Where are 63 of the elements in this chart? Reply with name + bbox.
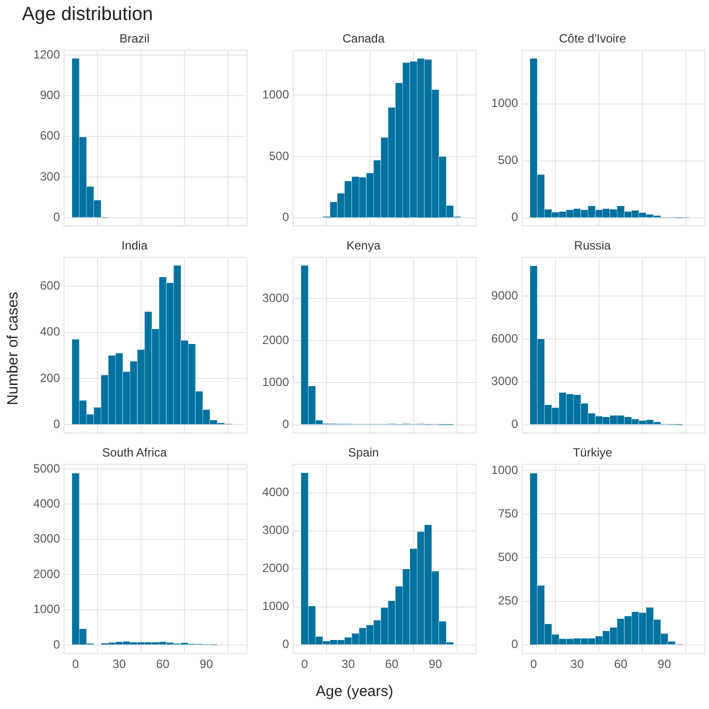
chart-title: India — [121, 238, 148, 253]
y-tick-label: 1000 — [262, 599, 290, 614]
y-tick-label: 2000 — [262, 561, 290, 576]
x-tick-label: 0 — [530, 657, 538, 672]
y-tick-label: 1000 — [491, 462, 518, 477]
y-tick-label: 0 — [53, 417, 60, 432]
x-tick-label: 90 — [428, 657, 442, 672]
y-tick-label: 900 — [40, 88, 60, 102]
y-tick-label: 3000 — [491, 374, 518, 388]
y-tick-label: 3000 — [33, 532, 60, 546]
y-tick-label: 2000 — [33, 566, 60, 581]
x-tick-label: 30 — [342, 657, 356, 672]
y-tick-label: 3000 — [262, 523, 290, 538]
x-tick-label: 90 — [658, 657, 672, 672]
y-tick-label: 1200 — [33, 47, 60, 62]
y-tick-label: 500 — [268, 148, 290, 163]
y-tick-label: 0 — [53, 210, 60, 224]
chart-title: Russia — [574, 238, 612, 253]
text: Age distribution — [22, 4, 153, 26]
chart-title: Kenya — [346, 238, 381, 253]
y-axis-title: Number of cases — [4, 290, 22, 408]
x-tick-label: 0 — [301, 657, 308, 672]
y-tick-label: 0 — [511, 210, 518, 224]
y-tick-label: 500 — [498, 550, 518, 564]
y-tick-label: 750 — [498, 506, 518, 520]
y-tick-label: 400 — [40, 324, 60, 339]
y-tick-label: 4000 — [33, 496, 60, 510]
y-tick-label: 6000 — [491, 331, 518, 346]
y-tick-label: 4000 — [262, 485, 290, 500]
x-tick-label: 60 — [385, 657, 399, 672]
x-tick-label: 90 — [200, 657, 214, 672]
x-tick-label: 0 — [72, 657, 80, 672]
x-tick-label: 60 — [156, 657, 170, 672]
y-tick-label: 0 — [53, 637, 60, 652]
y-tick-label: 500 — [498, 153, 518, 168]
y-tick-label: 1000 — [262, 87, 290, 102]
y-tick-label: 2000 — [262, 332, 290, 347]
y-tick-label: 3000 — [262, 290, 290, 305]
y-tick-label: 0 — [282, 417, 290, 432]
y-tick-label: 5000 — [33, 461, 60, 476]
x-tick-label: 30 — [112, 657, 126, 672]
x-tick-label: 60 — [614, 657, 628, 672]
y-tick-label: 1000 — [33, 602, 60, 616]
chart-title: South Africa — [102, 446, 168, 460]
chart-title: Canada — [342, 32, 385, 46]
y-tick-label: 300 — [40, 169, 60, 184]
y-tick-label: 250 — [498, 594, 518, 608]
chart-title: Côte d'Ivoire — [559, 32, 626, 46]
y-tick-label: 600 — [40, 278, 60, 293]
y-tick-label: 1000 — [262, 375, 290, 390]
y-tick-label: 9000 — [491, 288, 518, 302]
chart-title: Brazil — [119, 32, 150, 46]
chart-title: Türkiye — [572, 446, 612, 460]
y-tick-label: 1000 — [491, 96, 518, 110]
x-tick-label: 30 — [570, 657, 584, 672]
y-tick-label: 0 — [511, 637, 518, 652]
chart-title: Spain — [348, 446, 379, 460]
y-tick-label: 0 — [511, 417, 518, 432]
y-tick-label: 200 — [40, 370, 60, 385]
y-tick-label: 600 — [40, 128, 60, 143]
x-axis-title: Age (years) — [314, 683, 394, 700]
y-tick-label: 0 — [282, 637, 290, 652]
y-tick-label: 0 — [282, 210, 290, 224]
